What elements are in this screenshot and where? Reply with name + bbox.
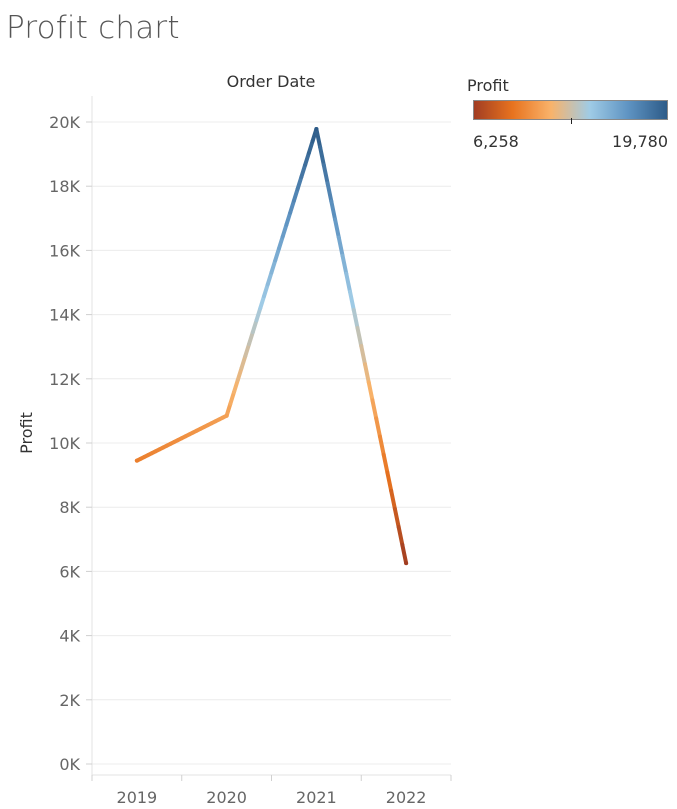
line-segment: [291, 186, 300, 203]
y-tick-label: 0K: [59, 755, 80, 774]
y-axis-title: Profit: [17, 412, 36, 454]
x-axis-ticks: 2019 2020 2021 2022: [91, 775, 452, 807]
legend-title: Profit: [467, 76, 509, 95]
data-point-2022: [404, 561, 409, 566]
legend-midpoint-tick: [571, 118, 572, 124]
line-segment: [254, 306, 263, 323]
axes: [91, 96, 451, 776]
line-segment: [377, 434, 386, 457]
line-segment: [284, 210, 293, 227]
line-segment: [321, 163, 330, 186]
data-point-2020: [224, 413, 229, 418]
chart-header-title: Order Date: [227, 72, 316, 91]
line-segment: [318, 145, 326, 168]
line-segment: [370, 398, 379, 421]
line-segment: [344, 271, 353, 294]
y-tick-label: 12K: [49, 370, 80, 389]
y-tick-label: 20K: [49, 113, 80, 132]
line-segment: [336, 235, 345, 258]
y-axis-ticks: 0K 2K 4K 6K 8K 10K 12K 14K 16K 18K 20K: [49, 113, 92, 774]
line-segment: [351, 307, 360, 331]
line-segment: [400, 543, 409, 566]
y-tick-label: 8K: [59, 498, 80, 517]
line-segment: [276, 234, 285, 251]
gridlines: [92, 121, 451, 765]
y-tick-label: 6K: [59, 562, 80, 581]
y-tick-label: 10K: [49, 434, 80, 453]
line-segment: [295, 174, 304, 191]
line-segment: [273, 246, 281, 263]
line-segment: [250, 318, 259, 335]
page-title: Profit chart: [6, 10, 180, 46]
line-segment: [389, 488, 397, 511]
x-tick-label: 2022: [386, 788, 427, 807]
data-point-2021: [314, 127, 319, 132]
line-segment: [392, 506, 401, 529]
line-segment: [355, 326, 364, 349]
y-tick-label: 2K: [59, 691, 80, 710]
line-segment: [348, 289, 356, 312]
line-segment: [385, 470, 394, 493]
line-segment: [374, 416, 382, 439]
line-segment: [280, 222, 289, 239]
line-segment: [306, 139, 315, 155]
y-tick-label: 16K: [49, 241, 80, 260]
line-segment: [366, 380, 375, 403]
y-tick-label: 4K: [59, 627, 80, 646]
legend-color-bar: [473, 100, 668, 120]
line-segment: [340, 253, 349, 276]
legend-min-label: 6,258: [473, 132, 519, 151]
x-tick-label: 2020: [206, 788, 247, 807]
line-segment: [303, 150, 311, 167]
line-segment: [288, 198, 296, 215]
y-tick-label: 14K: [49, 306, 80, 325]
legend-max-label: 19,780: [612, 132, 668, 151]
line-segment: [299, 162, 308, 179]
line-segment: [359, 344, 367, 367]
line-segment: [314, 127, 323, 150]
line-segment: [265, 270, 274, 287]
line-segment: [396, 524, 405, 548]
line-segment: [325, 181, 334, 204]
line-segment: [224, 401, 233, 418]
data-point-2019: [134, 458, 139, 463]
line-segment: [228, 389, 237, 406]
line-segment: [258, 294, 267, 311]
line-segment: [262, 282, 270, 299]
x-tick-label: 2021: [296, 788, 337, 807]
line-segment: [243, 342, 252, 358]
profit-line: [134, 127, 409, 566]
line-segment: [247, 330, 255, 347]
line-segment: [329, 199, 338, 222]
line-segment: [269, 258, 278, 275]
line-segment: [235, 365, 244, 382]
line-segment: [333, 217, 341, 240]
line-segment: [239, 353, 248, 370]
line-segment: [232, 377, 240, 394]
line-segment: [362, 362, 371, 385]
x-tick-label: 2019: [117, 788, 158, 807]
y-tick-label: 18K: [49, 177, 80, 196]
line-segment: [381, 452, 390, 475]
